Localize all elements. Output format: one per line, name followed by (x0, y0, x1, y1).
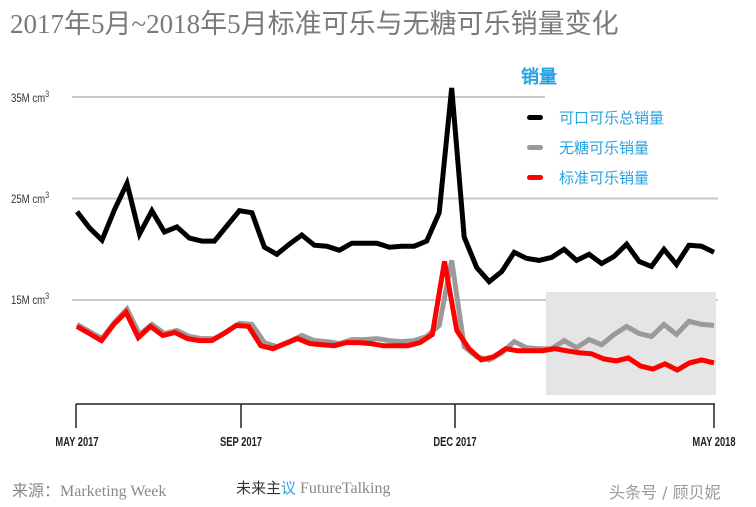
source-credit: 来源：Marketing Week (12, 483, 167, 500)
legend-label: 可口可乐总销量 (559, 109, 665, 127)
legend-item-diet: 无糖可乐销量 (527, 137, 649, 158)
legend-item-total: 可口可乐总销量 (527, 107, 664, 128)
legend-swatch-black (527, 115, 543, 120)
legend-label: 无糖可乐销量 (559, 139, 650, 157)
legend-item-regular: 标准可乐销量 (527, 167, 649, 188)
brand-prefix: 未来主 (236, 479, 282, 497)
legend-box (545, 92, 717, 195)
brand-suffix: FutureTalking (296, 480, 391, 497)
x-axis (75, 403, 715, 428)
y-tick-15m: 15M cm3 (11, 291, 50, 307)
watermark: 头条号 / 顾贝妮 (609, 483, 721, 502)
highlight-region (546, 292, 716, 395)
series-line-0 (75, 87, 716, 286)
x-tick-dec-2017: DEC 2017 (433, 434, 477, 449)
series-line-2 (75, 260, 715, 373)
series-lines (75, 87, 716, 373)
legend-swatch-gray (527, 145, 543, 150)
brand-credit: 未来主议 FutureTalking (236, 477, 390, 498)
x-tick-may-2018: MAY 2018 (692, 434, 736, 449)
chart-title: 2017年5月~2018年5月标准可乐与无糖可乐销量变化 (10, 9, 619, 39)
brand-highlight: 议 (281, 479, 297, 497)
legend-label: 标准可乐销量 (559, 169, 650, 187)
y-tick-35m: 35M cm3 (11, 89, 50, 105)
x-tick-sep-2017: SEP 2017 (220, 434, 262, 449)
y-tick-25m: 25M cm3 (11, 190, 50, 206)
x-tick-may-2017: MAY 2017 (55, 434, 99, 449)
legend-swatch-red (527, 175, 543, 180)
series-line-1 (75, 259, 715, 363)
legend-title: 销量 (521, 67, 557, 88)
